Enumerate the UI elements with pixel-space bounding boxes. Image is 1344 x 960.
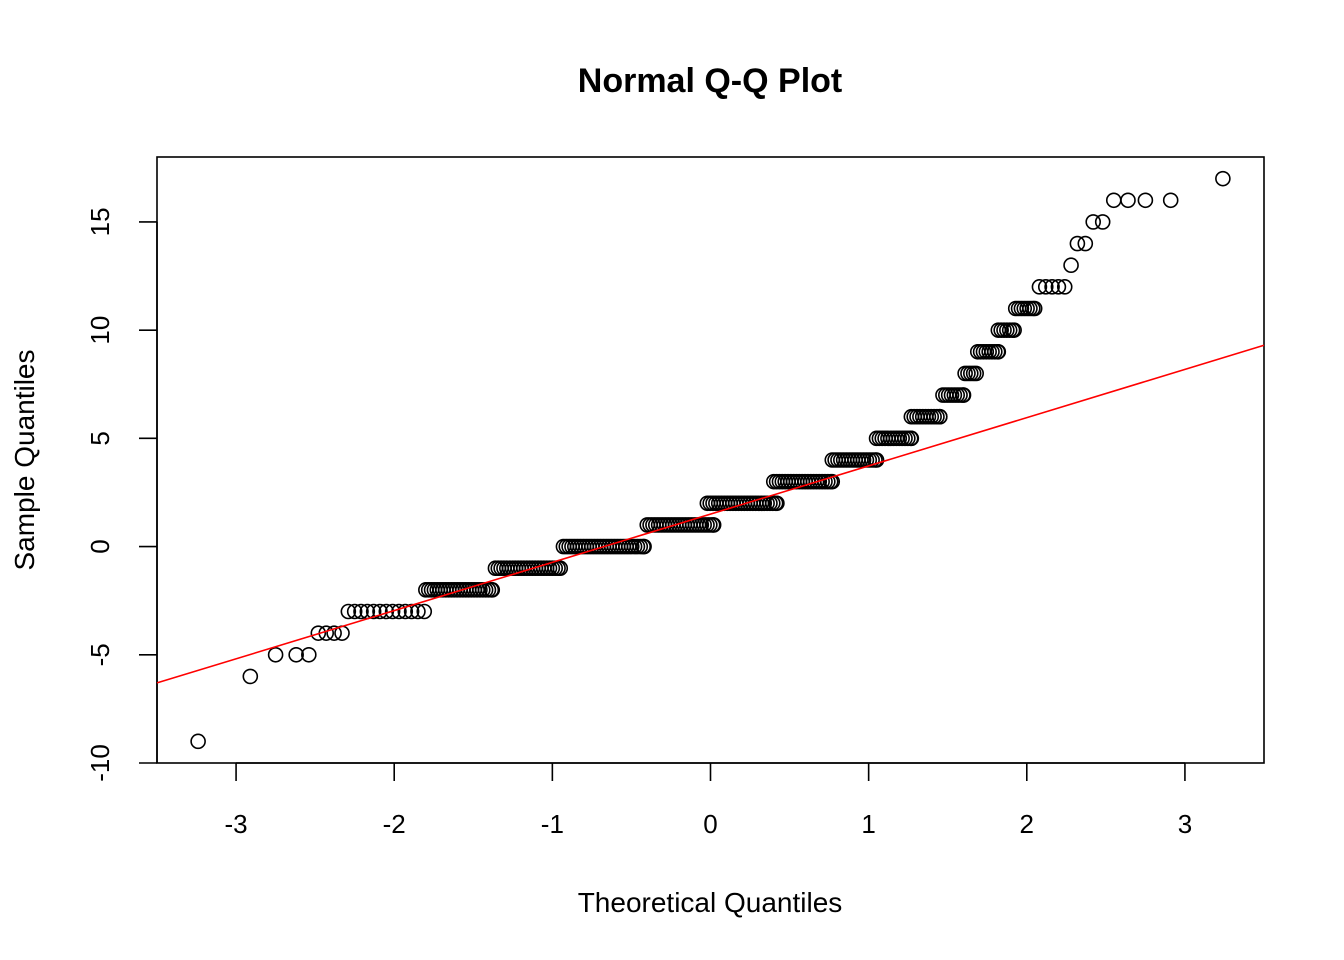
x-tick-label: 1 [861, 809, 875, 839]
data-point [1215, 170, 1231, 187]
x-tick-label: -3 [225, 809, 248, 839]
y-tick-label: 5 [85, 431, 115, 445]
data-point [1037, 279, 1054, 295]
data-point [636, 538, 652, 555]
data-point [1137, 192, 1154, 209]
x-tick-label: 3 [1178, 809, 1192, 839]
data-point [410, 603, 426, 620]
data-point [1044, 279, 1060, 295]
y-tick-label: 10 [85, 316, 115, 345]
data-point [301, 646, 317, 663]
data-point [397, 603, 414, 620]
x-axis: -3 -2 -1 0 1 2 3 [225, 762, 1192, 839]
data-point [1050, 279, 1067, 295]
data-point [416, 603, 433, 620]
plot-frame [156, 156, 1265, 764]
data-point [1063, 257, 1079, 274]
data-point [868, 452, 885, 468]
data-points [190, 170, 1231, 750]
data-point [365, 603, 382, 620]
data-point [1105, 192, 1122, 209]
data-point [1069, 235, 1086, 252]
data-point [932, 408, 948, 425]
data-point [1120, 192, 1136, 209]
data-point [267, 646, 284, 663]
data-point [1006, 322, 1022, 338]
x-tick-label: -1 [541, 809, 564, 839]
data-point [190, 733, 206, 750]
data-point [1031, 279, 1048, 295]
data-point [288, 646, 304, 663]
data-point [705, 517, 722, 533]
data-point [903, 430, 920, 447]
data-point [242, 668, 259, 685]
data-point [340, 603, 357, 620]
chart-title: Normal Q-Q Plot [578, 62, 842, 100]
data-point [1026, 300, 1043, 317]
x-axis-label: Theoretical Quantiles [578, 887, 843, 918]
y-tick-label: -5 [85, 643, 115, 666]
data-point [326, 625, 342, 641]
y-tick-label: 0 [85, 539, 115, 553]
data-point [552, 560, 569, 577]
y-tick-label: -10 [85, 744, 115, 782]
data-point [1056, 279, 1073, 295]
reference-line [156, 344, 1265, 684]
data-point [353, 603, 369, 620]
data-point [484, 582, 501, 598]
x-tick-label: 2 [1020, 809, 1034, 839]
data-point [955, 387, 972, 403]
data-point [1077, 235, 1094, 252]
y-axis-label: Sample Quantiles [9, 349, 40, 570]
data-point [346, 603, 363, 620]
data-point [310, 625, 327, 641]
data-point [1162, 192, 1179, 209]
data-point [968, 365, 984, 382]
x-tick-label: 0 [703, 809, 717, 839]
data-point [990, 343, 1007, 360]
y-tick-label: 15 [85, 207, 115, 236]
data-point [384, 603, 401, 620]
data-point [769, 495, 785, 512]
x-tick-label: -2 [383, 809, 406, 839]
data-point [372, 603, 388, 620]
y-axis: -10 -5 0 5 10 15 [85, 207, 158, 782]
data-point [824, 473, 841, 490]
data-point [1085, 214, 1102, 230]
data-point [1094, 214, 1111, 230]
